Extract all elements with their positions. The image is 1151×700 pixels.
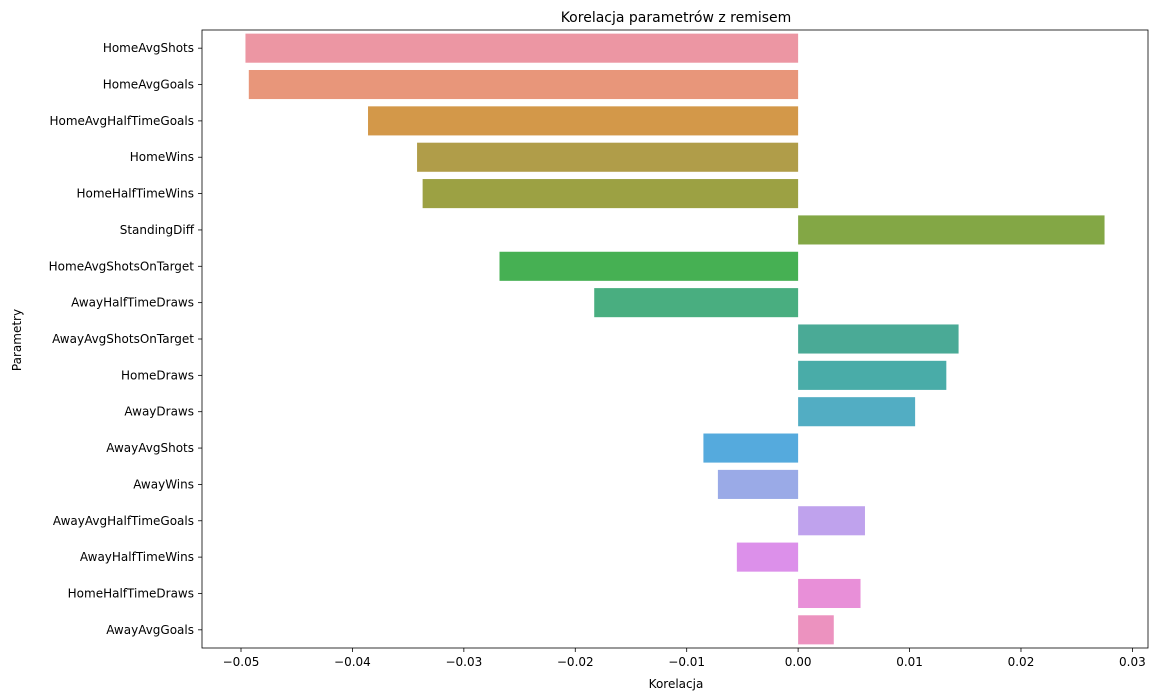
bar-HomeAvgGoals — [248, 69, 799, 100]
y-tick-label: StandingDiff — [120, 223, 195, 237]
y-tick-label: AwayAvgShotsOnTarget — [52, 332, 194, 346]
x-tick-label: 0.03 — [1119, 655, 1146, 669]
bar-AwayAvgGoals — [798, 615, 834, 645]
bar-HomeHalfTimeWins — [422, 179, 799, 209]
y-tick-label: AwayHalfTimeDraws — [71, 296, 194, 310]
y-tick-label: AwayHalfTimeWins — [80, 550, 194, 564]
y-tick-label: HomeAvgGoals — [103, 78, 194, 92]
bar-AwayHalfTimeWins — [736, 542, 799, 572]
chart-title: Korelacja parametrów z remisem — [561, 10, 792, 26]
y-tick-label: AwayWins — [133, 477, 194, 491]
y-tick-label: AwayDraws — [124, 405, 194, 419]
x-tick-label: 0.01 — [896, 655, 923, 669]
y-axis-label: Parametry — [10, 309, 24, 371]
y-tick-label: AwayAvgHalfTimeGoals — [53, 514, 194, 528]
y-tick-label: HomeAvgHalfTimeGoals — [49, 114, 194, 128]
x-axis: −0.05 −0.04 −0.03 −0.02 −0.01 0.00 0.01 0.02 0.0… — [223, 648, 1146, 669]
y-tick-label: HomeWins — [130, 150, 194, 164]
y-tick-label: AwayAvgGoals — [106, 623, 194, 637]
x-tick-label: 0.00 — [785, 655, 812, 669]
y-tick-label: HomeHalfTimeWins — [76, 187, 194, 201]
x-axis-label: Korelacja — [649, 677, 704, 691]
bar-AwayAvgShotsOnTarget — [798, 324, 959, 354]
bar-HomeDraws — [798, 360, 947, 390]
y-tick-label: HomeAvgShots — [103, 41, 194, 55]
y-tick-label: HomeHalfTimeDraws — [68, 586, 194, 600]
bar-AwayWins — [717, 469, 799, 499]
bar-AwayHalfTimeDraws — [594, 288, 799, 318]
x-tick-label: −0.03 — [445, 655, 482, 669]
x-tick-label: −0.05 — [223, 655, 260, 669]
bar-HomeWins — [417, 142, 799, 172]
bar-AwayAvgShots — [703, 433, 799, 463]
x-tick-label: 0.02 — [1008, 655, 1035, 669]
bar-HomeHalfTimeDraws — [798, 578, 861, 609]
bar-HomeAvgShotsOnTarget — [499, 251, 799, 281]
bar-HomeAvgShots — [245, 33, 799, 63]
bar-StandingDiff — [798, 215, 1105, 245]
bar-HomeAvgHalfTimeGoals — [368, 106, 799, 136]
bars-layer — [245, 33, 1105, 645]
x-tick-label: −0.01 — [668, 655, 705, 669]
bar-AwayDraws — [798, 397, 916, 427]
y-tick-label: HomeDraws — [121, 368, 194, 382]
y-tick-label: AwayAvgShots — [106, 441, 194, 455]
x-tick-label: −0.02 — [557, 655, 594, 669]
y-tick-label: HomeAvgShotsOnTarget — [49, 259, 195, 273]
y-axis: HomeAvgShots HomeAvgGoals HomeAvgHalfTimeG… — [49, 41, 202, 637]
x-tick-label: −0.04 — [334, 655, 371, 669]
bar-AwayAvgHalfTimeGoals — [798, 506, 865, 536]
